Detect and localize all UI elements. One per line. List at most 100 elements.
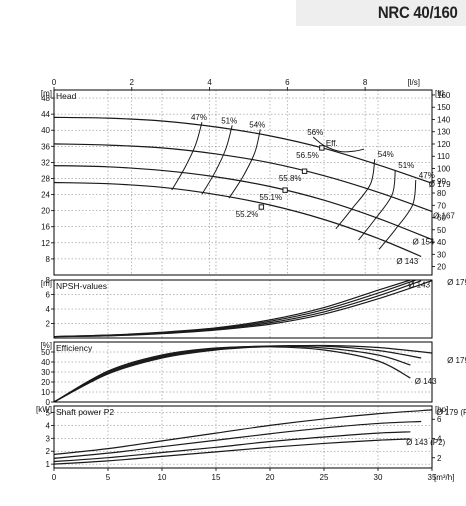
- y-tick-label-left: 36: [41, 142, 50, 151]
- series-line-head: [54, 116, 432, 184]
- y-tick-label-left: 0: [46, 398, 51, 407]
- x-tick-label-top: 8: [363, 78, 368, 87]
- series-line-efficiency: [54, 346, 411, 402]
- y-tick-label-left: 2: [46, 447, 51, 456]
- efficiency-marker-label: Eff.: [326, 139, 338, 148]
- y-unit-left: [kW]: [36, 405, 52, 414]
- bep-marker: [258, 204, 265, 210]
- y-tick-label-left: 28: [41, 174, 50, 183]
- panel-frame-power: [53, 405, 433, 469]
- frames-layer: [51, 87, 435, 471]
- series-line-head: [54, 181, 422, 258]
- x-tick-label-bottom: 30: [374, 473, 383, 482]
- x-tick-label-bottom: 0: [52, 473, 57, 482]
- y-tick-label-left: 1: [46, 460, 51, 469]
- x-tick-label-bottom: 15: [212, 473, 221, 482]
- y-tick-label-left: 3: [46, 434, 51, 443]
- y-tick-label-right: 110: [437, 152, 450, 161]
- y-tick-label-left: 12: [41, 239, 50, 248]
- bep-marker: [319, 145, 325, 151]
- x-tick-label-bottom: 35: [428, 473, 437, 482]
- y-tick-label-right: 20: [437, 263, 446, 272]
- y-tick-label-right: 120: [437, 140, 451, 149]
- bep-label: 55.2%: [236, 210, 259, 219]
- series-line-npsh: [54, 280, 422, 338]
- grid-layer: [54, 90, 432, 468]
- y-unit-right: [hp]: [435, 405, 448, 414]
- x-tick-label-bottom: 25: [320, 473, 329, 482]
- y-tick-label-right: 140: [437, 115, 451, 124]
- y-tick-label-right: 160: [437, 91, 451, 100]
- y-tick-label-left: 10: [41, 388, 50, 397]
- y-tick-label-right: 70: [437, 201, 446, 210]
- efficiency-isoline: [378, 180, 417, 250]
- text-layer: 8121620242832364044482030405060708090100…: [36, 78, 466, 482]
- y-tick-label-left: 24: [41, 191, 50, 200]
- series-line-head: [54, 143, 432, 213]
- efficiency-isoline: [201, 125, 233, 195]
- efficiency-isoline-label: 54%: [249, 120, 265, 129]
- efficiency-isoline-label: 47%: [191, 113, 207, 122]
- efficiency-isoline: [228, 129, 261, 199]
- model-title: NRC 40/160: [378, 3, 458, 22]
- panel-label-efficiency: Efficiency: [56, 343, 93, 353]
- bep-label: 56.5%: [296, 151, 319, 160]
- x-tick-label-bottom: 10: [158, 473, 167, 482]
- y-tick-label-left: 8: [46, 255, 51, 264]
- y-unit-left: [m]: [41, 89, 52, 98]
- bep-marker: [282, 187, 288, 193]
- efficiency-isoline-label: 51%: [221, 116, 237, 125]
- curve-label: Ø 143: [415, 377, 437, 386]
- curve-label: Ø 154: [413, 238, 435, 247]
- y-tick-label-right: 150: [437, 103, 451, 112]
- y-tick-label-left: 5: [46, 408, 51, 417]
- series-line-npsh: [54, 280, 432, 338]
- y-tick-label-left: 16: [41, 223, 50, 232]
- y-tick-label-left: 8: [46, 276, 51, 285]
- curve-label: Ø 143: [408, 280, 430, 289]
- x-tick-label-top: 0: [52, 78, 57, 87]
- curve-label: Ø 179: [447, 278, 466, 287]
- efficiency-isoline-label: 51%: [398, 161, 414, 170]
- efficiency-isoline: [171, 122, 203, 191]
- y-tick-label-left: 30: [41, 368, 50, 377]
- y-tick-label-left: 6: [46, 291, 51, 300]
- curve-label: Ø 179: [429, 180, 451, 189]
- y-tick-label-right: 2: [437, 454, 442, 463]
- series-line-efficiency: [54, 344, 432, 402]
- efficiency-isoline: [335, 159, 376, 230]
- y-unit-right: [ft]: [435, 89, 444, 98]
- x-unit-top: [l/s]: [408, 78, 420, 87]
- y-tick-label-right: 4: [437, 435, 442, 444]
- y-tick-label-right: 50: [437, 226, 446, 235]
- curve-label: Ø 179 (P2): [436, 408, 466, 417]
- y-tick-label-left: 32: [41, 158, 50, 167]
- y-tick-label-right: 130: [437, 128, 451, 137]
- efficiency-isoline-label: 47%: [419, 171, 435, 180]
- y-tick-label-left: 4: [46, 305, 51, 314]
- efficiency-isoline-label: 54%: [378, 150, 394, 159]
- x-tick-label-top: 4: [207, 78, 212, 87]
- x-tick-label-bottom: 20: [266, 473, 275, 482]
- y-tick-label-left: 48: [41, 94, 50, 103]
- series-line-power: [54, 420, 422, 459]
- panel-frame-head: [53, 89, 433, 276]
- efficiency-ring-label: 56%: [307, 128, 323, 137]
- title-band: NRC 40/160: [296, 0, 466, 26]
- y-tick-label-right: 6: [437, 415, 442, 424]
- y-tick-label-left: 20: [41, 207, 50, 216]
- curve-label: Ø 167: [433, 211, 455, 220]
- curves-layer: [54, 116, 432, 465]
- panel-label-power: Shaft power P2: [56, 407, 114, 417]
- y-tick-label-left: 20: [41, 378, 50, 387]
- y-tick-label-left: 40: [41, 358, 50, 367]
- bep-label: 55.8%: [279, 174, 302, 183]
- y-tick-label-left: 40: [41, 126, 50, 135]
- panel-label-npsh: NPSH-values: [56, 281, 107, 291]
- x-tick-label-top: 6: [285, 78, 290, 87]
- panel-frame-npsh: [53, 279, 433, 339]
- series-line-power: [54, 431, 411, 463]
- y-tick-label-right: 80: [437, 189, 446, 198]
- series-line-power: [54, 438, 411, 465]
